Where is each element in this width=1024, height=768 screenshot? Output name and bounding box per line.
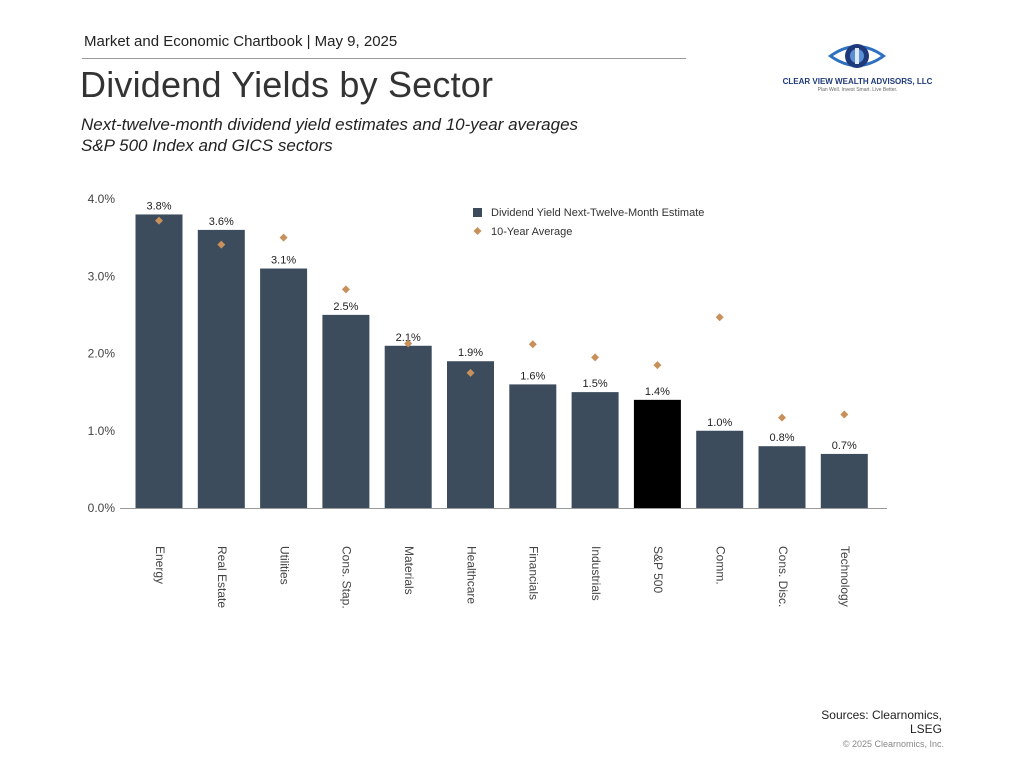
- category-label: Industrials: [589, 546, 603, 601]
- subtitle-line-1: Next-twelve-month dividend yield estimat…: [81, 115, 579, 134]
- category-label: Healthcare: [464, 546, 478, 604]
- chartbook-header: Market and Economic Chartbook | May 9, 2…: [84, 33, 398, 50]
- bar-value-label: 1.0%: [707, 417, 732, 429]
- average-marker: [466, 368, 475, 377]
- bar-value-label: 1.9%: [458, 347, 483, 359]
- category-label: Cons. Disc.: [776, 546, 790, 607]
- y-tick-label: 1.0%: [88, 424, 116, 438]
- sources-line-2: LSEG: [909, 722, 942, 736]
- header-divider: [82, 58, 686, 59]
- sources-note: Sources: Clearnomics, LSEG: [792, 708, 942, 736]
- average-marker: [528, 340, 537, 349]
- bar-value-label: 1.4%: [645, 386, 670, 398]
- bar: [135, 214, 183, 508]
- y-tick-label: 2.0%: [88, 347, 116, 361]
- average-marker: [217, 240, 226, 249]
- subtitle-line-2: S&P 500 Index and GICS sectors: [81, 136, 333, 155]
- bar-value-label: 0.8%: [769, 432, 794, 444]
- y-tick-label: 3.0%: [88, 269, 116, 283]
- category-label: S&P 500: [651, 546, 665, 593]
- category-label: Comm.: [714, 546, 728, 585]
- bar: [696, 430, 744, 508]
- bar: [509, 384, 557, 508]
- category-label: Materials: [402, 546, 416, 595]
- average-marker: [279, 233, 288, 242]
- bar: [758, 446, 806, 508]
- bar: [571, 392, 619, 508]
- bar-value-label: 3.1%: [271, 255, 296, 267]
- average-marker: [341, 285, 350, 294]
- category-label: Energy: [153, 546, 167, 584]
- category-label: Real Estate: [215, 546, 229, 608]
- category-label: Financials: [527, 546, 541, 600]
- legend-average-swatch: [473, 227, 482, 235]
- bar: [260, 268, 308, 508]
- y-tick-label: 4.0%: [88, 192, 116, 206]
- y-tick-label: 0.0%: [88, 501, 116, 515]
- bar-value-label: 1.6%: [520, 370, 545, 382]
- eye-logo-icon: [828, 44, 886, 68]
- average-marker: [653, 361, 662, 370]
- average-marker: [155, 216, 163, 225]
- legend-average-label: 10-Year Average: [491, 226, 572, 238]
- category-label: Cons. Stap.: [340, 546, 354, 609]
- legend-bar-swatch: [473, 208, 482, 217]
- average-marker: [591, 353, 600, 362]
- logo-company-name: CLEAR VIEW WEALTH ADVISORS, LLC: [782, 77, 933, 86]
- average-marker: [840, 410, 849, 419]
- company-logo: CLEAR VIEW WEALTH ADVISORS, LLC Plan Wel…: [780, 38, 935, 98]
- legend-bar-label: Dividend Yield Next-Twelve-Month Estimat…: [491, 207, 704, 219]
- bar-value-label: 2.1%: [396, 332, 421, 344]
- category-label: Technology: [838, 546, 852, 607]
- sources-line-1: Sources: Clearnomics,: [821, 708, 942, 722]
- bar: [447, 361, 494, 508]
- bar: [384, 345, 432, 508]
- bar-value-label: 0.7%: [832, 440, 857, 452]
- bar: [322, 314, 370, 508]
- bar-value-label: 3.8%: [146, 200, 171, 212]
- bar: [820, 453, 868, 508]
- bar-value-label: 1.5%: [583, 378, 608, 390]
- bar: [197, 229, 245, 508]
- bar-value-label: 2.5%: [333, 301, 358, 313]
- page-title: Dividend Yields by Sector: [80, 64, 494, 105]
- average-marker: [715, 313, 724, 322]
- average-marker: [778, 413, 786, 422]
- bar-value-label: 3.6%: [209, 216, 234, 228]
- category-label: Utilities: [277, 546, 291, 585]
- copyright-note: © 2025 Clearnomics, Inc.: [842, 739, 944, 749]
- logo-tagline: Plan Well. Invest Smart. Live Better.: [817, 87, 898, 93]
- average-marker: [404, 339, 413, 348]
- bar: [633, 399, 681, 508]
